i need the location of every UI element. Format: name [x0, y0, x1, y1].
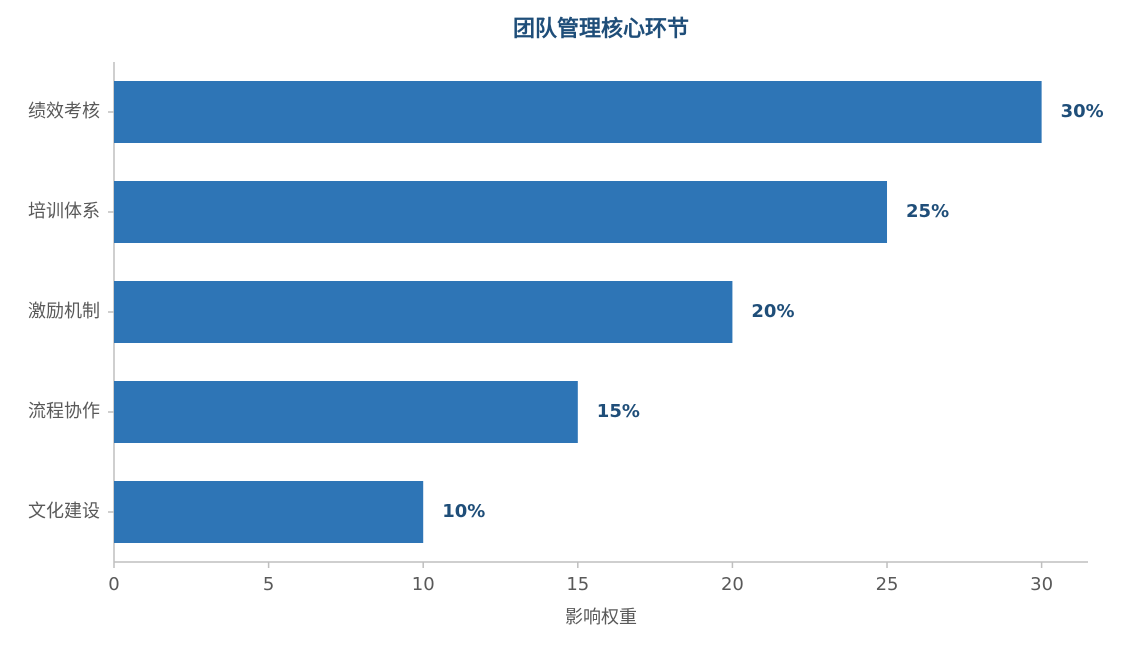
value-label: 15% — [597, 401, 640, 422]
bar — [114, 281, 733, 343]
value-label: 25% — [906, 201, 949, 222]
bar — [114, 81, 1042, 143]
y-tick-label: 培训体系 — [28, 201, 100, 222]
bar — [114, 181, 888, 243]
x-tick-label: 25 — [876, 574, 899, 595]
value-label: 10% — [442, 501, 485, 522]
bar — [114, 481, 424, 543]
x-tick-label: 30 — [1030, 574, 1053, 595]
y-tick-label: 激励机制 — [28, 301, 100, 322]
value-label: 20% — [751, 301, 794, 322]
x-tick-label: 5 — [263, 574, 274, 595]
x-tick-label: 15 — [566, 574, 589, 595]
y-tick-label: 流程协作 — [28, 401, 100, 422]
x-tick-label: 10 — [412, 574, 435, 595]
x-tick-label: 20 — [721, 574, 744, 595]
value-label: 30% — [1061, 101, 1104, 122]
y-tick-label: 文化建设 — [28, 501, 100, 522]
x-axis-label: 影响权重 — [565, 607, 637, 628]
bar — [114, 381, 578, 443]
y-tick-label: 绩效考核 — [28, 101, 100, 122]
chart-title: 团队管理核心环节 — [513, 16, 689, 42]
x-tick-label: 0 — [108, 574, 119, 595]
